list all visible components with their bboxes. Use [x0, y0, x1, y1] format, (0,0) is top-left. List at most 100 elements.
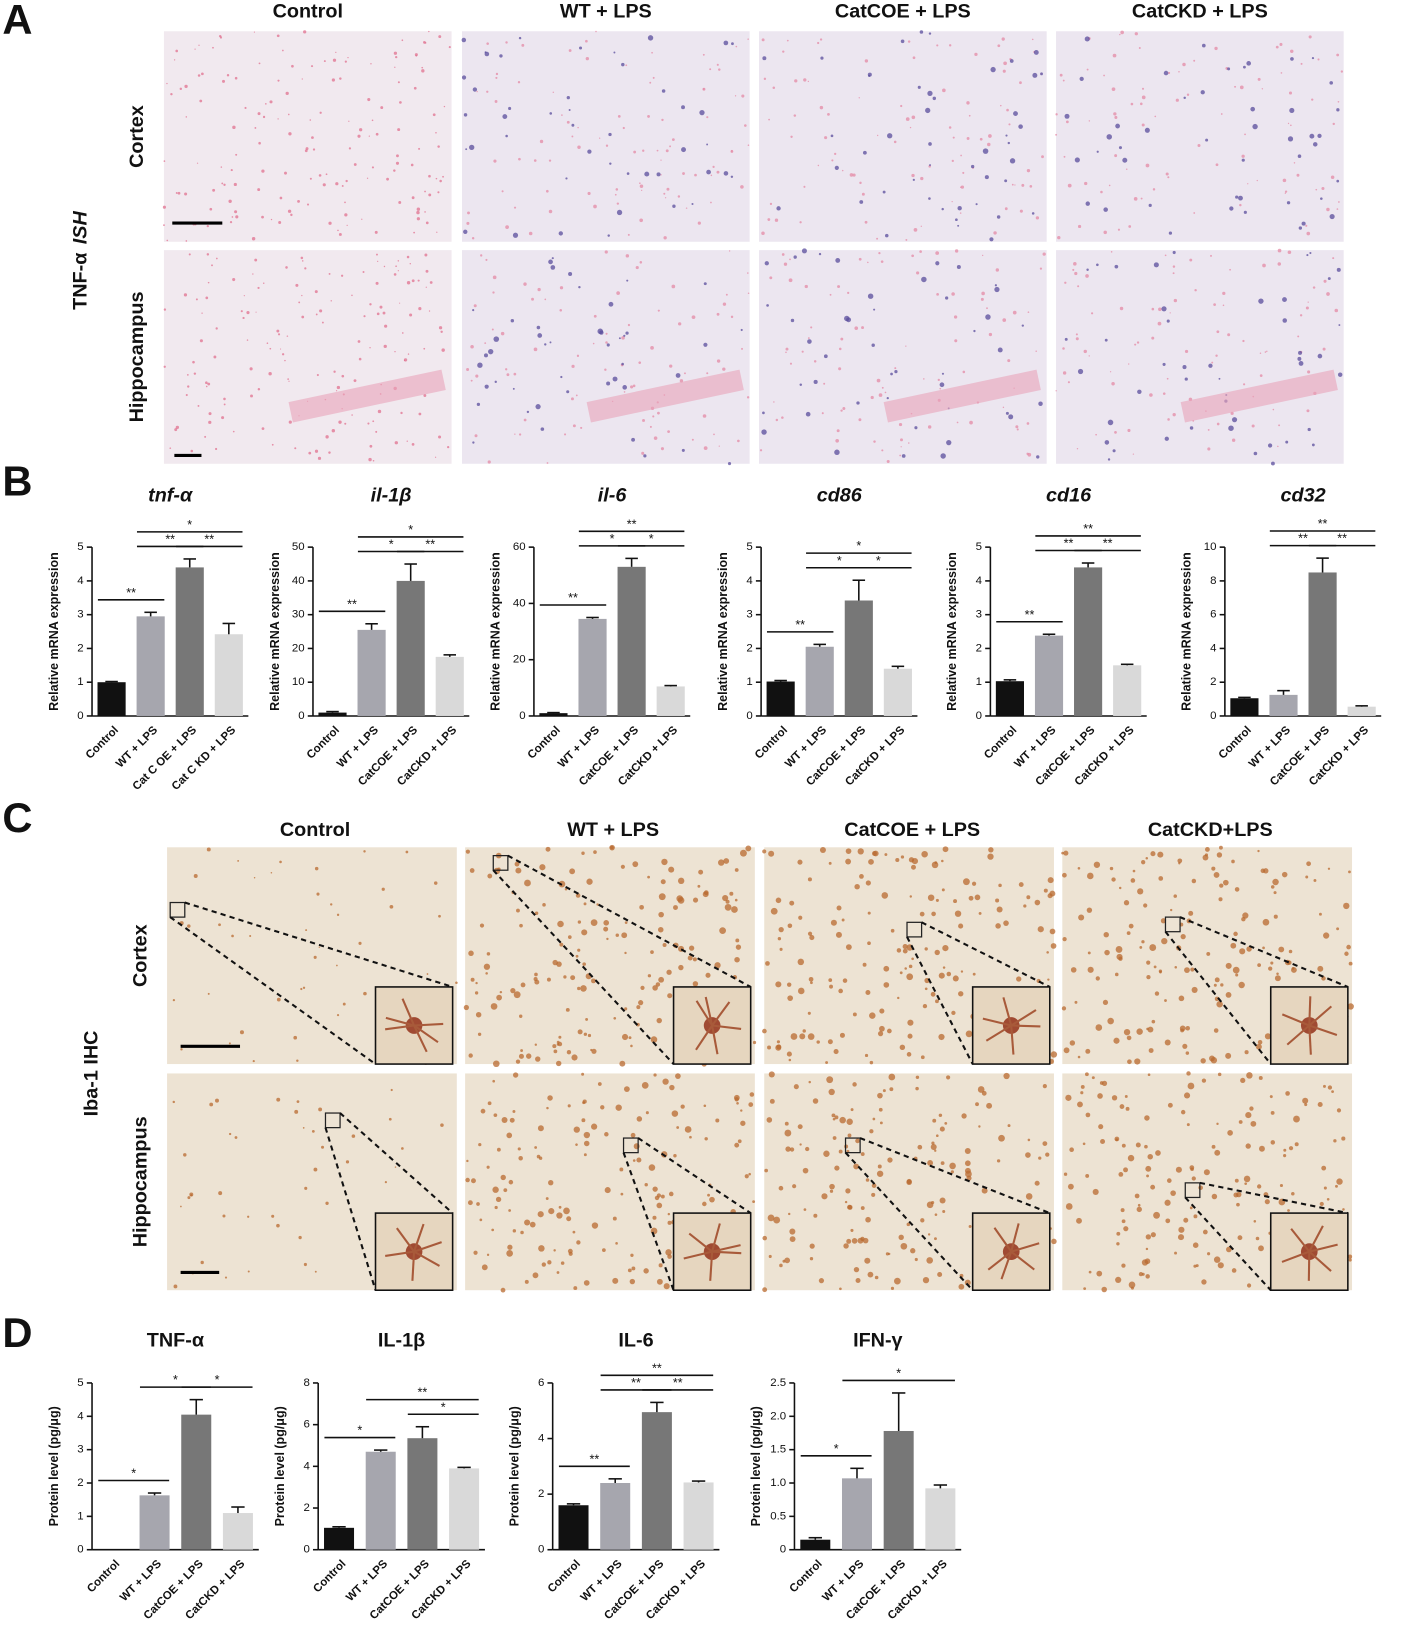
stain-dot — [1293, 1115, 1300, 1123]
stain-dot — [573, 1126, 580, 1133]
stain-dot — [294, 1109, 299, 1114]
stain-dot — [662, 1078, 669, 1085]
stain-dot — [934, 1149, 937, 1152]
stain-dot — [761, 429, 767, 435]
stain-dot — [470, 379, 473, 382]
stain-dot — [679, 379, 684, 383]
stain-dot — [1113, 112, 1117, 116]
stain-dot — [1062, 347, 1065, 350]
stain-dot — [877, 1164, 882, 1169]
stain-dot — [762, 1287, 768, 1293]
stain-dot — [384, 324, 388, 328]
stain-dot — [1211, 1144, 1216, 1149]
stain-dot — [476, 90, 478, 93]
stain-dot — [972, 972, 976, 976]
stain-dot — [586, 878, 593, 885]
stain-dot — [1146, 1027, 1149, 1031]
stain-dot — [304, 267, 307, 270]
stain-dot — [900, 438, 903, 442]
stain-dot — [926, 1201, 934, 1209]
stain-dot — [1282, 297, 1287, 302]
stain-dot — [346, 224, 348, 226]
stain-dot — [652, 76, 655, 79]
stain-dot — [395, 161, 400, 165]
stain-dot — [496, 1147, 501, 1152]
stain-dot — [1115, 946, 1123, 953]
stain-dot — [1008, 123, 1011, 126]
stain-dot — [201, 72, 204, 76]
inset-process — [711, 1025, 719, 1055]
stain-dot — [1282, 178, 1287, 183]
row-label: Hippocampus — [126, 291, 148, 422]
zoom-box — [324, 1112, 341, 1129]
stain-dot — [1077, 1055, 1081, 1059]
stain-dot — [1007, 141, 1011, 145]
stain-dot — [1249, 1106, 1254, 1111]
stain-dot — [468, 1053, 473, 1058]
inset-process — [1308, 1025, 1312, 1055]
stain-dot — [894, 367, 897, 370]
stain-dot — [284, 171, 287, 175]
stain-dot — [624, 921, 628, 924]
stain-dot — [1343, 902, 1350, 910]
stain-dot — [824, 136, 828, 140]
stain-dot — [656, 1017, 662, 1024]
stain-dot — [183, 293, 188, 297]
stain-dot — [576, 354, 580, 357]
stain-dot — [492, 275, 497, 280]
y-tick-label: 6 — [538, 1377, 544, 1389]
stain-dot — [766, 1117, 773, 1123]
inset-process — [413, 1024, 439, 1044]
stain-dot — [927, 894, 935, 901]
stain-dot — [792, 1184, 797, 1189]
stain-dot — [886, 459, 890, 464]
stain-dot — [209, 1102, 214, 1107]
stain-dot — [1038, 401, 1043, 406]
stain-dot — [1144, 1115, 1150, 1121]
stain-dot — [359, 128, 363, 132]
stain-dot — [781, 416, 784, 419]
stain-dot — [515, 1059, 521, 1064]
stain-dot — [224, 1276, 228, 1279]
stain-dot — [502, 114, 508, 120]
stain-dot — [363, 315, 366, 318]
stain-dot — [1172, 250, 1176, 255]
stain-dot — [879, 1121, 883, 1125]
stain-dot — [644, 1183, 648, 1187]
stain-dot — [577, 986, 581, 991]
stain-dot — [437, 191, 440, 194]
stain-dot — [1317, 58, 1320, 61]
stain-dot — [231, 934, 234, 938]
stain-dot — [856, 401, 860, 405]
stain-dot — [425, 286, 427, 288]
stain-dot — [585, 39, 588, 43]
stain-dot — [1259, 1145, 1265, 1152]
stain-dot — [1306, 409, 1310, 413]
stain-dot — [1268, 966, 1273, 971]
stain-dot — [569, 868, 576, 875]
stain-dot — [234, 1136, 238, 1139]
stain-dot — [393, 169, 396, 172]
stain-dot — [1264, 1033, 1272, 1040]
stain-dot — [374, 230, 378, 234]
stain-dot — [1041, 155, 1044, 159]
stain-dot — [538, 1245, 545, 1252]
stain-dot — [759, 449, 763, 452]
stain-dot — [581, 1072, 585, 1076]
stain-dot — [912, 56, 916, 60]
stain-dot — [640, 985, 645, 990]
stain-dot — [1250, 1120, 1257, 1127]
stain-dot — [1307, 427, 1311, 432]
stain-dot — [941, 372, 945, 375]
stain-dot — [587, 191, 591, 196]
stain-dot — [899, 454, 902, 457]
stain-dot — [872, 850, 879, 857]
stain-dot — [585, 56, 590, 61]
stain-dot — [485, 972, 488, 975]
stain-dot — [1245, 1143, 1251, 1149]
stain-dot — [435, 131, 437, 134]
stain-dot — [512, 1109, 516, 1113]
stain-dot — [572, 424, 576, 428]
stain-dot — [807, 877, 812, 882]
stain-dot — [1064, 281, 1067, 284]
